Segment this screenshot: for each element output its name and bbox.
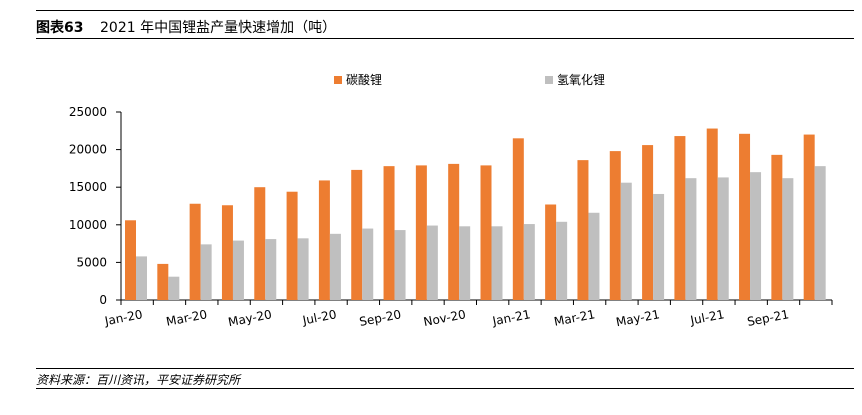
bar-lithium-hydroxide	[394, 230, 406, 300]
bar-lithium-hydroxide	[782, 178, 794, 300]
x-tick-label: Jul-20	[301, 307, 338, 327]
x-tick-label: Sep-20	[358, 307, 402, 329]
bar-chart: 0 5000 10000 15000 20000 25000 Jan-20 Mar-20 May…	[69, 72, 833, 329]
bar-lithium-hydroxide	[426, 225, 438, 300]
figure-title: 2021 年中国锂盐产量快速增加（吨）	[100, 20, 337, 36]
bar-lithium-carbonate	[674, 136, 686, 300]
x-tick-label: Jul-21	[688, 307, 725, 327]
x-tick-label: Sep-21	[746, 307, 790, 329]
bar-lithium-carbonate	[318, 180, 330, 300]
header-top-rule	[36, 10, 854, 11]
bar-lithium-hydroxide	[459, 226, 471, 300]
figure-footer: 资料来源：百川资讯，平安证券研究所	[36, 368, 854, 392]
bar-lithium-hydroxide	[200, 244, 212, 300]
bar-lithium-hydroxide	[168, 276, 180, 300]
bar-lithium-carbonate	[189, 203, 201, 300]
x-tick-label: May-20	[227, 307, 273, 329]
bar-lithium-carbonate	[254, 187, 266, 300]
bar-lithium-hydroxide	[265, 239, 277, 300]
bar-lithium-hydroxide	[232, 240, 244, 300]
x-tick-label: Jan-21	[490, 307, 531, 328]
bar-lithium-hydroxide	[362, 228, 374, 300]
y-tick-label: 25000	[69, 105, 107, 119]
bar-lithium-hydroxide	[620, 182, 632, 300]
bar-lithium-carbonate	[415, 165, 427, 300]
x-tick-label: Jan-20	[103, 307, 144, 328]
y-tick-label: 5000	[76, 255, 107, 269]
bar-lithium-carbonate	[351, 169, 363, 300]
bar-lithium-carbonate	[480, 165, 492, 300]
bar-lithium-carbonate	[448, 163, 460, 300]
figure-header: 图表63 2021 年中国锂盐产量快速增加（吨）	[36, 10, 854, 40]
header-bottom-rule	[36, 38, 854, 39]
bar-lithium-hydroxide	[653, 193, 665, 300]
source-note: 资料来源：百川资讯，平安证券研究所	[36, 373, 241, 387]
bar-lithium-carbonate	[545, 204, 557, 300]
bar-lithium-hydroxide	[750, 172, 762, 300]
x-tick-label: Mar-21	[553, 307, 596, 329]
footer-top-rule	[36, 368, 854, 369]
bar-lithium-carbonate	[642, 145, 654, 300]
bar-lithium-carbonate	[609, 151, 621, 300]
bar-lithium-hydroxide	[556, 221, 568, 300]
bar-lithium-carbonate	[771, 154, 783, 300]
bar-lithium-hydroxide	[588, 212, 600, 300]
bar-lithium-hydroxide	[717, 177, 729, 300]
legend-label: 碳酸锂	[346, 72, 382, 87]
bar-lithium-hydroxide	[491, 226, 503, 300]
legend-label: 氢氧化锂	[557, 72, 605, 87]
bar-lithium-carbonate	[577, 160, 589, 300]
bar-lithium-carbonate	[803, 134, 815, 300]
x-tick-label: Mar-20	[165, 307, 208, 329]
x-tick-label: Nov-20	[422, 307, 467, 329]
y-tick-label: 15000	[69, 180, 107, 194]
figure-label: 图表63	[36, 20, 84, 36]
y-tick-label: 0	[99, 293, 107, 307]
bar-lithium-hydroxide	[136, 256, 147, 300]
bar-lithium-hydroxide	[297, 238, 309, 300]
bar-lithium-carbonate	[157, 263, 169, 300]
footer-bottom-rule	[36, 388, 854, 389]
bar-lithium-carbonate	[739, 133, 751, 300]
y-tick-label: 10000	[69, 218, 107, 232]
bar-lithium-carbonate	[383, 166, 395, 300]
y-tick-label: 20000	[69, 143, 107, 157]
bar-lithium-carbonate	[221, 205, 233, 300]
bar-lithium-carbonate	[286, 191, 298, 300]
bar-lithium-carbonate	[512, 138, 524, 300]
bar-lithium-hydroxide	[329, 233, 341, 300]
legend-swatch	[334, 76, 342, 84]
bar-lithium-carbonate	[125, 220, 136, 300]
legend-swatch	[545, 76, 553, 84]
bar-lithium-carbonate	[706, 128, 718, 300]
bar-lithium-hydroxide	[814, 166, 826, 300]
x-tick-label: May-21	[615, 307, 661, 329]
bar-lithium-hydroxide	[685, 178, 697, 300]
bar-lithium-hydroxide	[523, 224, 535, 300]
